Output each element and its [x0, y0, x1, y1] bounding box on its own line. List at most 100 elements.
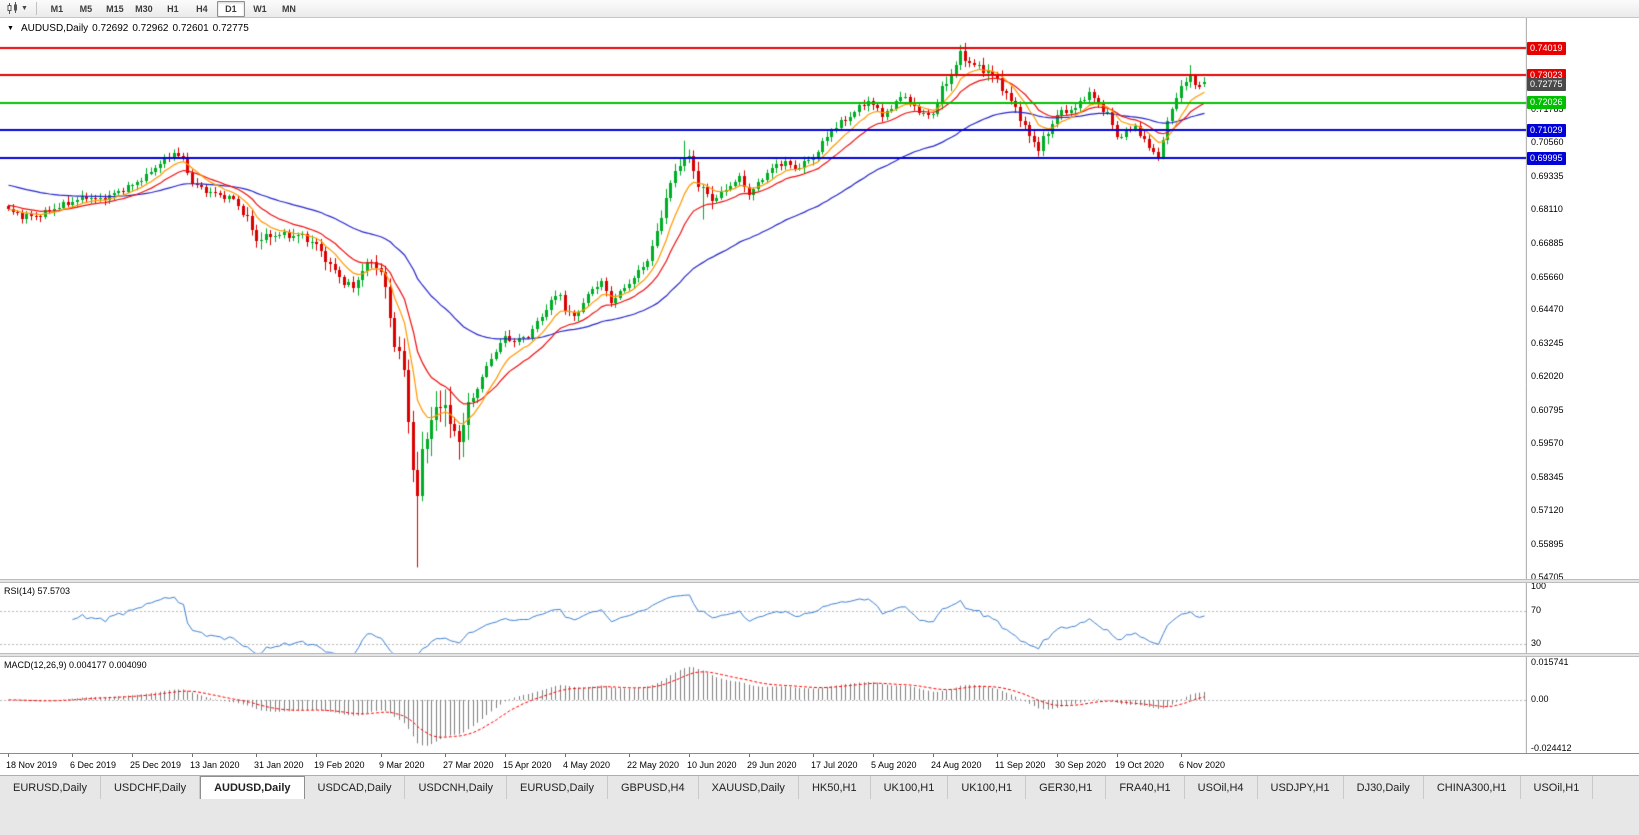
time-axis-tick: [629, 754, 630, 757]
time-axis-tick: [873, 754, 874, 757]
chart-tab-hk50-h1[interactable]: HK50,H1: [799, 776, 871, 799]
timeframe-button-h1[interactable]: H1: [167, 3, 179, 14]
low-value: 0.72601: [172, 23, 209, 34]
hline-price-label: 0.69995: [1527, 151, 1566, 165]
timeframe-button-d1[interactable]: D1: [216, 0, 245, 17]
time-axis-tick: [1117, 754, 1118, 757]
macd-scale-label: 0.015741: [1531, 656, 1569, 667]
bid-price-label: 0.72775: [1527, 77, 1566, 91]
time-axis-label: 31 Jan 2020: [254, 760, 304, 770]
timeframe-button-m30[interactable]: M30: [135, 3, 153, 14]
time-axis-label: 15 Apr 2020: [503, 760, 552, 770]
chart-tab-china300-h1[interactable]: CHINA300,H1: [1424, 776, 1521, 799]
chart-tab-usdjpy-h1[interactable]: USDJPY,H1: [1258, 776, 1344, 799]
chart-tab-eurusd-daily[interactable]: EURUSD,Daily: [507, 776, 608, 799]
timeframe-button-m15[interactable]: M15: [106, 3, 124, 14]
chart-type-button[interactable]: ▼: [4, 1, 30, 16]
time-axis-tick: [316, 754, 317, 757]
time-axis-tick: [997, 754, 998, 757]
timeframe-button-m5[interactable]: M5: [79, 3, 93, 14]
price-scale-label: 0.69335: [1531, 170, 1564, 181]
chart-tab-usoil-h1[interactable]: USOil,H1: [1521, 776, 1594, 799]
time-axis-label: 6 Nov 2020: [1179, 760, 1226, 770]
rsi-scale-label: 30: [1531, 638, 1542, 649]
time-axis-label: 27 Mar 2020: [443, 760, 494, 770]
price-scale-label: 0.59570: [1531, 438, 1564, 449]
price-scale-label: 0.58345: [1531, 471, 1564, 482]
price-scale-label: 0.60795: [1531, 404, 1564, 415]
time-axis-label: 13 Jan 2020: [190, 760, 240, 770]
price-scale-label: 0.55895: [1531, 539, 1564, 550]
candlestick-chart-icon: [7, 2, 17, 14]
chart-tab-gbpusd-h4[interactable]: GBPUSD,H4: [608, 776, 699, 799]
price-scale[interactable]: 0.717850.705600.693350.681100.668850.656…: [1527, 18, 1639, 753]
time-axis-label: 19 Feb 2020: [314, 760, 365, 770]
chart-tab-usoil-h4[interactable]: USOil,H4: [1185, 776, 1258, 799]
chevron-down-icon: ▼: [21, 5, 28, 12]
time-axis-tick: [565, 754, 566, 757]
timeframe-button-h4[interactable]: H4: [196, 3, 208, 14]
toolbar-separator: [35, 2, 37, 15]
chart-tab-fra40-h1[interactable]: FRA40,H1: [1106, 776, 1185, 799]
chart-tab-dj30-daily[interactable]: DJ30,Daily: [1344, 776, 1424, 799]
time-axis-tick: [505, 754, 506, 757]
hline-price-label: 0.72026: [1527, 96, 1566, 110]
symbol-label: AUDUSD,Daily: [20, 23, 89, 34]
time-axis-tick: [933, 754, 934, 757]
chart-tab-uk100-h1[interactable]: UK100,H1: [871, 776, 949, 799]
panel-splitter-rsi[interactable]: [0, 579, 1639, 583]
time-axis-tick: [1057, 754, 1058, 757]
price-scale-label: 0.66885: [1531, 238, 1564, 249]
rsi-scale-label: 70: [1531, 605, 1542, 616]
time-axis-tick: [72, 754, 73, 757]
time-axis-label: 4 May 2020: [563, 760, 611, 770]
price-chart-canvas[interactable]: [0, 18, 1639, 753]
time-axis-label: 9 Mar 2020: [379, 760, 425, 770]
chart-tab-uk100-h1[interactable]: UK100,H1: [948, 776, 1027, 799]
rsi-indicator-label: RSI(14) 57.5703: [4, 586, 71, 596]
time-axis-tick: [1181, 754, 1182, 757]
chart-tab-xauusd-daily[interactable]: XAUUSD,Daily: [699, 776, 799, 799]
time-axis-label: 22 May 2020: [627, 760, 680, 770]
collapse-triangle-icon[interactable]: ▼: [7, 25, 14, 32]
time-axis-tick: [445, 754, 446, 757]
rsi-scale-label: 100: [1531, 580, 1547, 591]
time-axis-label: 25 Dec 2019: [130, 760, 182, 770]
time-axis-tick: [381, 754, 382, 757]
chart-tab-usdcnh-daily[interactable]: USDCNH,Daily: [405, 776, 508, 799]
open-value: 0.72692: [92, 23, 129, 34]
timeframe-button-mn[interactable]: MN: [281, 3, 296, 14]
macd-scale-label: 0.00: [1531, 694, 1549, 705]
status-bar: [0, 799, 1639, 835]
price-scale-label: 0.65660: [1531, 271, 1564, 282]
panel-splitter-macd[interactable]: [0, 653, 1639, 657]
time-axis-label: 24 Aug 2020: [931, 760, 982, 770]
chart-tab-eurusd-daily[interactable]: EURUSD,Daily: [0, 776, 101, 799]
time-axis-label: 29 Jun 2020: [747, 760, 797, 770]
time-axis-tick: [192, 754, 193, 757]
price-scale-label: 0.57120: [1531, 505, 1564, 516]
time-scale[interactable]: 18 Nov 2019 6 Dec 2019 25 Dec 2019 13 Jan 2…: [0, 753, 1639, 775]
time-axis-label: 10 Jun 2020: [687, 760, 737, 770]
hline-price-label: 0.74019: [1527, 41, 1566, 55]
price-scale-label: 0.54705: [1531, 571, 1564, 582]
time-axis-label: 6 Dec 2019: [70, 760, 117, 770]
chart-tab-bar: EURUSD,Daily USDCHF,Daily AUDUSD,Daily USDC…: [0, 775, 1639, 799]
chart-tab-audusd-daily[interactable]: AUDUSD,Daily: [200, 776, 305, 799]
price-scale-label: 0.68110: [1531, 204, 1563, 215]
chart-tab-usdchf-daily[interactable]: USDCHF,Daily: [101, 776, 201, 799]
time-axis-tick: [132, 754, 133, 757]
timeframe-toolbar: M1 M5 M15 M30 H1 H4 D1 W1 MN: [43, 0, 303, 17]
close-value: 0.72775: [212, 23, 249, 34]
timeframe-button-w1[interactable]: W1: [253, 3, 267, 14]
time-axis-label: 17 Jul 2020: [811, 760, 858, 770]
chart-tab-usdcad-daily[interactable]: USDCAD,Daily: [305, 776, 406, 799]
toolbar: ▼ M1 M5 M15 M30 H1 H4 D1 W1 MN: [0, 0, 1639, 18]
timeframe-button-m1[interactable]: M1: [50, 3, 64, 14]
time-axis-label: 18 Nov 2019: [6, 760, 58, 770]
time-axis-label: 30 Sep 2020: [1055, 760, 1107, 770]
chart-tab-ger30-h1[interactable]: GER30,H1: [1026, 776, 1107, 799]
high-value: 0.72962: [132, 23, 169, 34]
time-axis-label: 19 Oct 2020: [1115, 760, 1165, 770]
